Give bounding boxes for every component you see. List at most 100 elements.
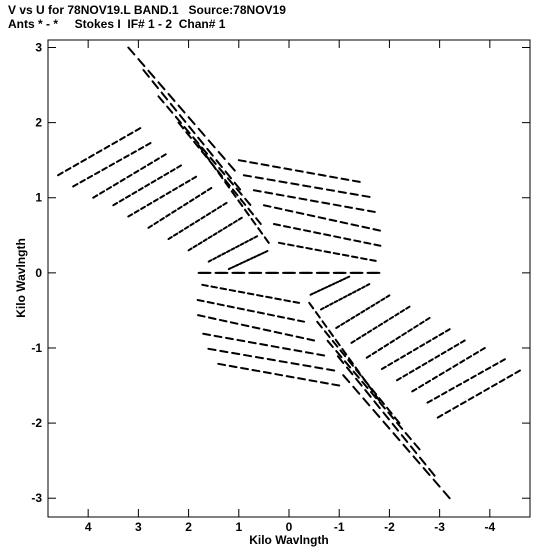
uv-segment: [260, 163, 270, 167]
uv-segment: [308, 301, 315, 310]
uv-segment: [272, 223, 281, 227]
uv-segment: [172, 232, 179, 237]
uv-segment: [395, 335, 401, 340]
uv-segment: [339, 349, 347, 358]
uv-segment: [228, 364, 238, 369]
axis-ticks: [48, 40, 530, 517]
uv-segment: [200, 190, 207, 195]
uv-segment: [159, 194, 166, 199]
x-axis-label: Kilo Wavlngth: [249, 533, 329, 547]
uv-segment: [306, 171, 316, 175]
uv-segment: [353, 239, 362, 243]
uv-segment: [163, 171, 170, 177]
uv-segment: [314, 186, 324, 190]
uv-segment: [242, 174, 252, 178]
uv-segment: [169, 168, 176, 173]
uv-segment: [278, 180, 288, 184]
uv-segment: [227, 222, 233, 227]
uv-segment: [337, 190, 347, 194]
uv-segment: [367, 384, 374, 393]
uv-segment: [145, 142, 152, 147]
uv-segment: [119, 177, 126, 183]
uv-segment: [304, 351, 314, 355]
uv-segment: [239, 242, 245, 246]
uv-segment: [236, 307, 245, 311]
uv-segment: [354, 366, 361, 374]
uv-segment: [374, 394, 381, 402]
uv-segment: [193, 140, 200, 149]
uv-segment: [445, 367, 452, 372]
uv-segment: [425, 316, 431, 322]
uv-segment: [335, 325, 341, 329]
uv-segment: [197, 127, 206, 137]
uv-segment: [254, 176, 264, 180]
uv-segment: [177, 205, 183, 211]
uv-segment: [341, 347, 348, 356]
uv-segment: [386, 406, 393, 415]
uv-segment: [177, 121, 185, 130]
uv-segment: [365, 283, 371, 287]
uv-segment: [343, 237, 352, 241]
x-tick-label: -3: [434, 520, 445, 534]
uv-segment: [236, 338, 246, 343]
uv-segment: [215, 159, 223, 168]
uv-segment: [373, 400, 381, 410]
uv-segment: [432, 478, 441, 488]
uv-segment: [80, 158, 87, 163]
uv-segment: [157, 175, 163, 180]
uv-segment: [314, 311, 321, 319]
uv-segment: [412, 455, 421, 465]
uv-segment: [467, 396, 475, 401]
uv-segment: [442, 490, 451, 500]
uv-segment: [360, 257, 368, 261]
uv-segment: [336, 355, 345, 365]
uv-segment: [296, 245, 304, 249]
uv-segment: [477, 370, 484, 376]
uv-segment: [483, 387, 490, 392]
uv-segment: [352, 385, 361, 395]
uv-segment: [206, 301, 215, 305]
uv-segment: [413, 324, 419, 329]
uv-segment: [331, 383, 341, 387]
uv-segment: [266, 178, 276, 182]
uv-segment: [498, 378, 506, 384]
uv-segment: [324, 285, 329, 289]
uv-segment: [242, 260, 247, 264]
uv-segment: [252, 189, 262, 193]
uv-segment: [275, 193, 285, 197]
uv-segment: [217, 150, 226, 160]
uv-segment: [240, 323, 250, 328]
uv-segment: [274, 373, 284, 377]
uv-segment: [189, 222, 195, 227]
uv-segment: [350, 223, 360, 227]
uv-segment: [178, 114, 187, 123]
uv-segment: [453, 343, 460, 348]
uv-segment: [378, 401, 386, 410]
uv-segment: [340, 177, 350, 181]
uv-segment: [438, 331, 445, 337]
uv-segment: [130, 150, 137, 155]
uv-segment: [246, 309, 255, 313]
uv-segment: [409, 445, 418, 455]
uv-segment: [274, 297, 282, 301]
uv-segment: [266, 313, 275, 317]
uv-segment: [219, 287, 228, 291]
uv-segment: [371, 350, 378, 355]
uv-segment: [335, 280, 340, 284]
uv-segment: [118, 198, 125, 203]
uv-segment: [338, 279, 343, 283]
uv-segment: [247, 207, 255, 216]
uv-segment: [226, 305, 235, 309]
uv-segment: [328, 329, 335, 338]
uv-segment: [347, 359, 354, 367]
uv-segment: [434, 354, 441, 359]
x-tick-label: -4: [484, 520, 495, 534]
uv-segment: [185, 131, 192, 139]
uv-segment: [389, 339, 395, 344]
uv-segment: [418, 456, 427, 466]
uv-segment: [159, 217, 165, 222]
uv-segment: [331, 339, 339, 348]
uv-segment: [339, 220, 349, 225]
uv-segment: [361, 285, 366, 289]
